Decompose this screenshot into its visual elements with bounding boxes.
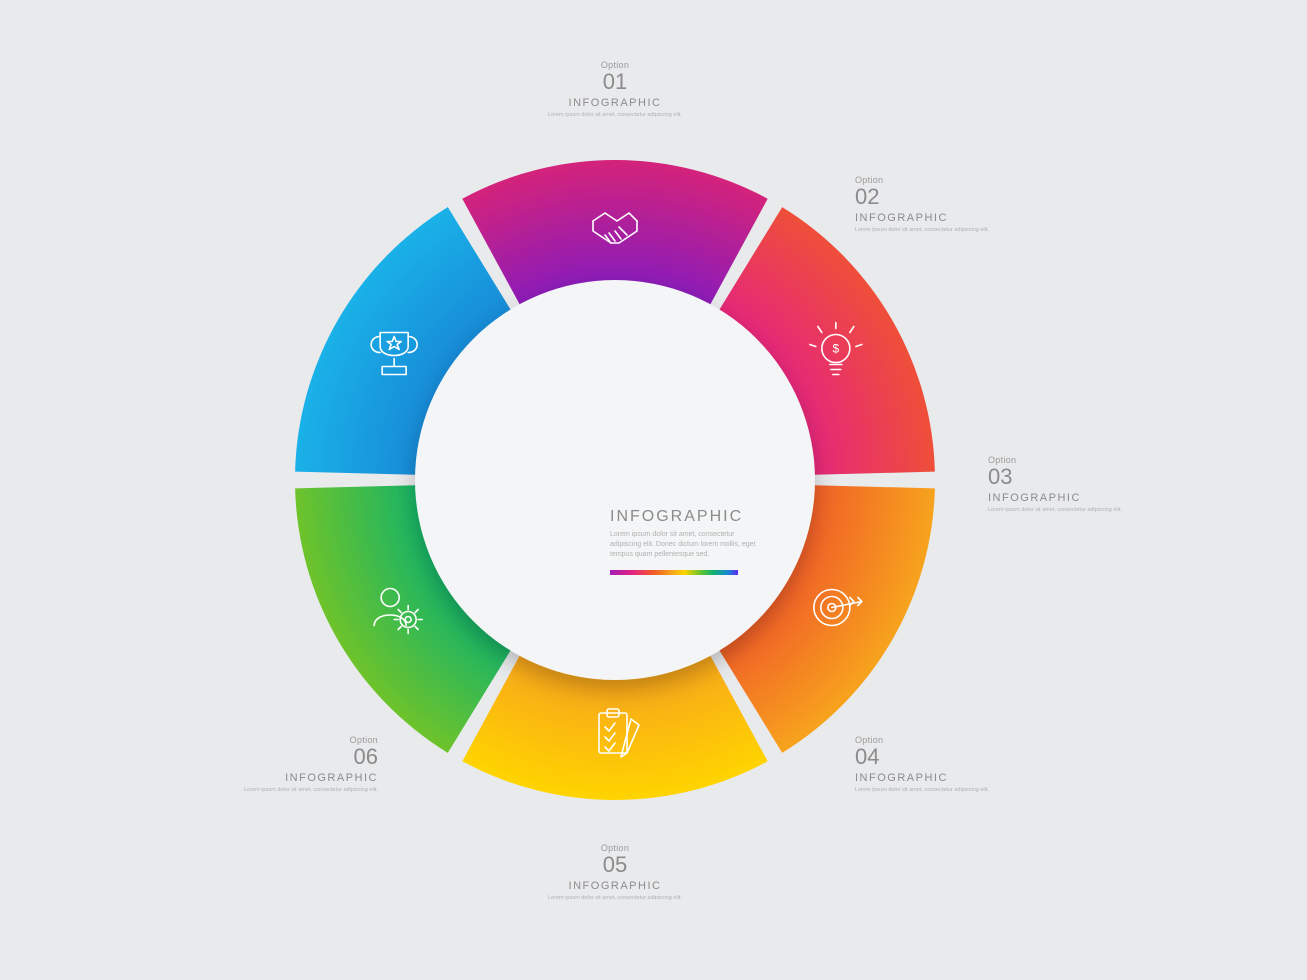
option-number: 01 — [535, 71, 695, 93]
option-desc: Lorem ipsum dolor sit amet, consectetur … — [988, 507, 1148, 514]
center-title: INFOGRAPHIC — [610, 508, 760, 526]
center-disc — [415, 280, 815, 680]
option-number: 03 — [988, 466, 1148, 488]
center-desc: Lorem ipsum dolor sit amet, consectetur … — [610, 530, 760, 560]
svg-text:$: $ — [832, 342, 839, 356]
option-title: INFOGRAPHIC — [535, 880, 695, 892]
option-word: Option — [855, 735, 1015, 745]
segment-label-4: Option 04 INFOGRAPHIC Lorem ipsum dolor … — [855, 735, 1015, 794]
option-desc: Lorem ipsum dolor sit amet, consectetur … — [855, 227, 1015, 234]
option-number: 02 — [855, 186, 1015, 208]
option-number: 04 — [855, 746, 1015, 768]
segment-label-6: Option 06 INFOGRAPHIC Lorem ipsum dolor … — [218, 735, 378, 794]
option-desc: Lorem ipsum dolor sit amet, consectetur … — [535, 112, 695, 119]
option-desc: Lorem ipsum dolor sit amet, consectetur … — [855, 787, 1015, 794]
option-title: INFOGRAPHIC — [535, 97, 695, 109]
option-word: Option — [855, 175, 1015, 185]
option-word: Option — [988, 455, 1148, 465]
infographic-stage: $ Option 01 INFOGRAPHIC Lorem ipsum dolo… — [0, 0, 1307, 980]
segment-label-1: Option 01 INFOGRAPHIC Lorem ipsum dolor … — [535, 60, 695, 119]
center-text-block: INFOGRAPHIC Lorem ipsum dolor sit amet, … — [610, 508, 760, 560]
option-number: 05 — [535, 854, 695, 876]
segment-label-5: Option 05 INFOGRAPHIC Lorem ipsum dolor … — [535, 843, 695, 902]
option-desc: Lorem ipsum dolor sit amet, consectetur … — [535, 895, 695, 902]
rainbow-bar — [610, 570, 738, 575]
option-title: INFOGRAPHIC — [988, 492, 1148, 504]
segment-label-2: Option 02 INFOGRAPHIC Lorem ipsum dolor … — [855, 175, 1015, 234]
option-title: INFOGRAPHIC — [855, 212, 1015, 224]
option-title: INFOGRAPHIC — [218, 772, 378, 784]
option-desc: Lorem ipsum dolor sit amet, consectetur … — [218, 787, 378, 794]
option-number: 06 — [218, 746, 378, 768]
segment-label-3: Option 03 INFOGRAPHIC Lorem ipsum dolor … — [988, 455, 1148, 514]
option-title: INFOGRAPHIC — [855, 772, 1015, 784]
